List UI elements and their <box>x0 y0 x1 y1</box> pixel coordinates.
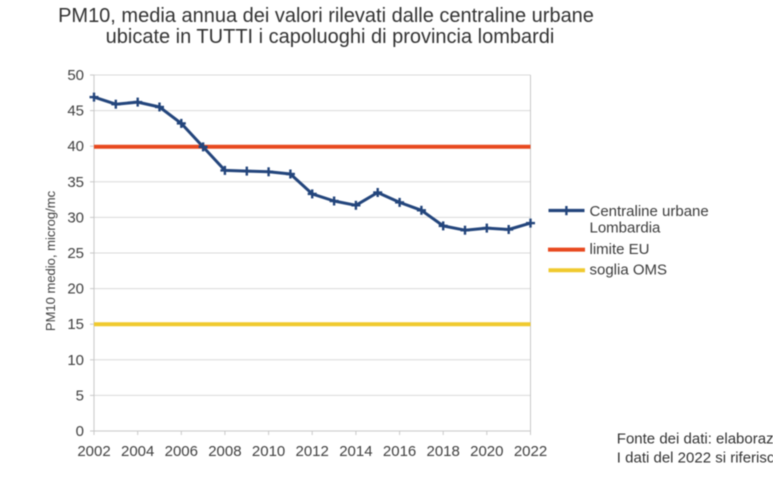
svg-text:ubicate in TUTTI i capoluoghi: ubicate in TUTTI i capoluoghi di provinc… <box>106 26 555 48</box>
svg-text:2008: 2008 <box>208 443 241 460</box>
svg-text:2012: 2012 <box>296 443 329 460</box>
svg-text:limite EU: limite EU <box>590 241 650 258</box>
svg-text:Fonte dei dati: elaborazioni s: Fonte dei dati: elaborazioni su dati ARP… <box>617 431 773 448</box>
svg-text:2018: 2018 <box>427 443 460 460</box>
svg-text:25: 25 <box>67 245 84 262</box>
svg-text:35: 35 <box>67 174 84 191</box>
svg-text:2010: 2010 <box>252 443 285 460</box>
svg-text:40: 40 <box>67 138 84 155</box>
svg-text:2020: 2020 <box>470 443 503 460</box>
svg-text:Centraline urbane: Centraline urbane <box>590 203 709 220</box>
svg-text:Lombardia: Lombardia <box>590 219 662 236</box>
svg-text:2014: 2014 <box>339 443 372 460</box>
svg-text:50: 50 <box>67 67 84 84</box>
svg-text:PM10 medio, microg/mc: PM10 medio, microg/mc <box>43 190 58 331</box>
svg-text:I dati del 2022 si riferiscono: I dati del 2022 si riferiscono ai primi … <box>617 450 773 467</box>
svg-text:2016: 2016 <box>383 443 416 460</box>
svg-text:15: 15 <box>67 316 84 333</box>
svg-text:0: 0 <box>76 423 84 440</box>
svg-text:2002: 2002 <box>77 443 110 460</box>
svg-text:30: 30 <box>67 209 84 226</box>
svg-text:45: 45 <box>67 103 84 120</box>
svg-text:2004: 2004 <box>121 443 154 460</box>
svg-text:5: 5 <box>76 387 84 404</box>
svg-text:2022: 2022 <box>514 443 547 460</box>
svg-text:soglia OMS: soglia OMS <box>590 262 668 279</box>
svg-text:20: 20 <box>67 281 84 298</box>
svg-text:2006: 2006 <box>165 443 198 460</box>
svg-text:PM10, media annua dei valori r: PM10, media annua dei valori rilevati da… <box>58 5 594 27</box>
svg-text:10: 10 <box>67 352 84 369</box>
